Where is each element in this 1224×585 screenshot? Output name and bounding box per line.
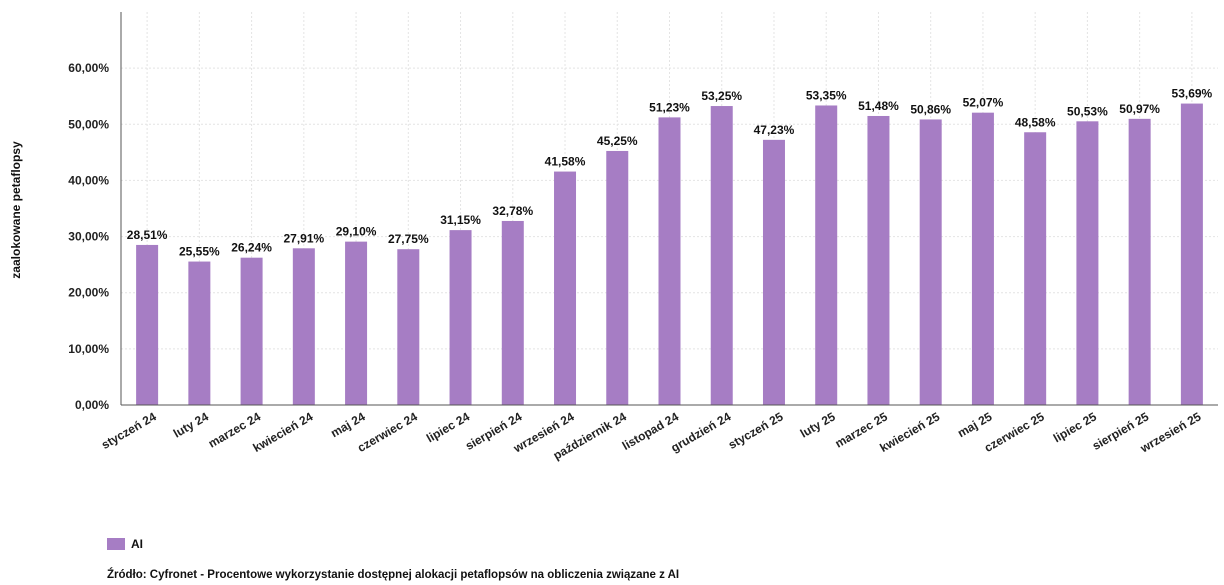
bar xyxy=(397,249,420,405)
data-label: 51,48% xyxy=(858,99,899,113)
data-label: 52,07% xyxy=(963,96,1004,110)
bar xyxy=(188,261,211,405)
data-label: 28,51% xyxy=(127,228,168,242)
bar xyxy=(606,150,629,405)
legend-swatch xyxy=(107,538,125,550)
y-tick-label: 40,00% xyxy=(68,173,109,187)
data-label: 26,24% xyxy=(231,241,272,255)
data-label: 32,78% xyxy=(492,204,533,218)
data-label: 50,86% xyxy=(910,102,951,116)
y-tick-label: 0,00% xyxy=(75,398,109,412)
bar xyxy=(1180,103,1203,405)
source-note: Źródło: Cyfronet - Procentowe wykorzysta… xyxy=(107,569,680,581)
bar xyxy=(501,220,524,405)
bar xyxy=(1024,132,1047,405)
y-tick-label: 60,00% xyxy=(68,61,109,75)
data-label: 50,97% xyxy=(1119,102,1160,116)
data-labels: 28,51% 25,55% 26,24% 27,91% 29,10% 27,75% 31,1… xyxy=(127,87,1213,259)
x-tick-label: kwiecień 24 xyxy=(251,409,316,455)
data-label: 45,25% xyxy=(597,134,638,148)
x-tick-label: czerwiec 25 xyxy=(982,409,1047,455)
bar xyxy=(971,112,994,405)
data-label: 53,35% xyxy=(806,88,847,102)
data-label: 25,55% xyxy=(179,245,220,259)
legend-label: AI xyxy=(131,537,143,551)
x-tick-label: grudzień 24 xyxy=(668,409,733,455)
bar xyxy=(815,105,838,406)
bar xyxy=(710,106,733,406)
data-label: 53,25% xyxy=(701,89,742,103)
y-tick-label: 10,00% xyxy=(68,342,109,356)
y-tick-label: 20,00% xyxy=(68,286,109,300)
data-label: 31,15% xyxy=(440,213,481,227)
data-label: 29,10% xyxy=(336,225,377,239)
bar xyxy=(136,244,159,405)
data-label: 51,23% xyxy=(649,100,690,114)
data-label: 50,53% xyxy=(1067,104,1108,118)
bar-chart: 0,00% 10,00% 20,00% 30,00% 40,00% 50,00% 60,00… xyxy=(9,12,1218,463)
y-tick-label: 50,00% xyxy=(68,117,109,131)
bar xyxy=(240,257,263,405)
bar xyxy=(867,115,890,406)
y-axis-title: zaalokowane petaflopsy xyxy=(9,141,23,279)
x-tick-label: styczeń 24 xyxy=(99,409,159,452)
x-tick-label: luty 24 xyxy=(171,409,211,440)
bar xyxy=(919,119,942,405)
bars xyxy=(136,103,1203,406)
bar xyxy=(554,171,577,405)
y-axis-ticks: 0,00% 10,00% 20,00% 30,00% 40,00% 50,00% 60,00… xyxy=(68,61,109,412)
data-label: 48,58% xyxy=(1015,115,1056,129)
data-label: 27,75% xyxy=(388,232,429,246)
bar xyxy=(1076,121,1099,405)
bar xyxy=(292,248,315,405)
bar xyxy=(658,117,681,406)
x-tick-label: luty 25 xyxy=(798,409,838,440)
bar xyxy=(1128,118,1151,406)
legend: AI xyxy=(107,537,143,551)
x-tick-label: kwiecień 25 xyxy=(877,409,942,455)
y-tick-label: 30,00% xyxy=(68,230,109,244)
data-label: 41,58% xyxy=(545,155,586,169)
x-tick-label: czerwiec 24 xyxy=(355,409,420,455)
bar xyxy=(449,230,472,405)
data-label: 27,91% xyxy=(283,231,324,245)
x-tick-label: styczeń 25 xyxy=(726,409,786,452)
bar xyxy=(762,139,785,405)
x-tick-label: maj 24 xyxy=(328,409,368,440)
data-label: 47,23% xyxy=(754,123,795,137)
data-label: 53,69% xyxy=(1172,87,1213,101)
bar xyxy=(345,241,368,405)
x-tick-label: maj 25 xyxy=(955,409,995,440)
